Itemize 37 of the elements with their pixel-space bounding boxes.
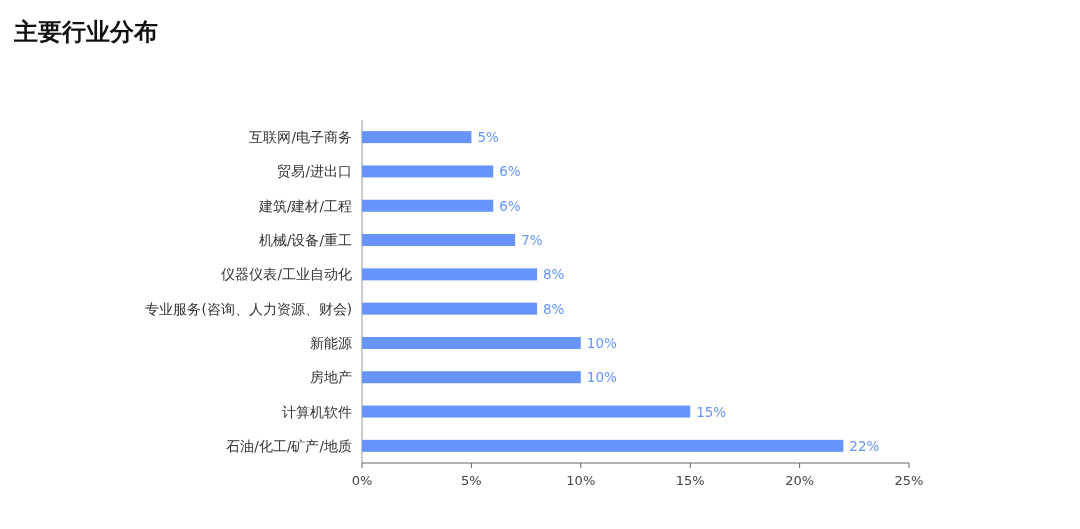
y-tick-label: 新能源: [310, 334, 352, 351]
bar: [362, 165, 494, 178]
y-tick-label: 石油/化工/矿产/地质: [226, 437, 352, 454]
x-tick-label: 10%: [566, 473, 596, 488]
x-tick-label: 0%: [351, 473, 373, 488]
bar: [362, 302, 538, 315]
data-label: 8%: [543, 300, 565, 317]
bar: [362, 336, 581, 349]
y-tick-label: 互联网/电子商务: [249, 129, 352, 146]
data-label: 5%: [477, 129, 499, 146]
data-label: 6%: [499, 163, 521, 180]
data-label: 7%: [521, 232, 543, 249]
text: 主要行业分布: [13, 18, 158, 46]
bar: [362, 371, 581, 384]
y-tick-label: 房地产: [310, 369, 352, 386]
x-tick-label: 5%: [461, 473, 482, 488]
bar: [362, 199, 494, 212]
data-label: 10%: [586, 369, 617, 386]
y-tick-label: 贸易/进出口: [277, 163, 352, 180]
data-label: 22%: [849, 437, 880, 454]
bar: [362, 405, 691, 418]
y-tick-label: 仪器仪表/工业自动化: [221, 266, 352, 283]
y-tick-label: 机械/设备/重工: [258, 232, 352, 249]
data-label: 15%: [696, 403, 727, 420]
x-tick-label: 20%: [785, 473, 815, 488]
y-tick-label: 专业服务(咨询、人力资源、财会): [145, 300, 352, 317]
y-tick-label: 计算机软件: [282, 403, 352, 420]
bar: [362, 234, 516, 247]
bar: [362, 131, 472, 144]
data-label: 6%: [499, 197, 521, 214]
data-label: 10%: [586, 334, 617, 351]
x-tick-label: 25%: [894, 473, 924, 488]
data-label: 8%: [543, 266, 565, 283]
y-tick-label: 建筑/建材/工程: [257, 197, 352, 214]
bar: [362, 268, 538, 281]
bar: [362, 439, 844, 452]
x-tick-label: 15%: [675, 473, 705, 488]
